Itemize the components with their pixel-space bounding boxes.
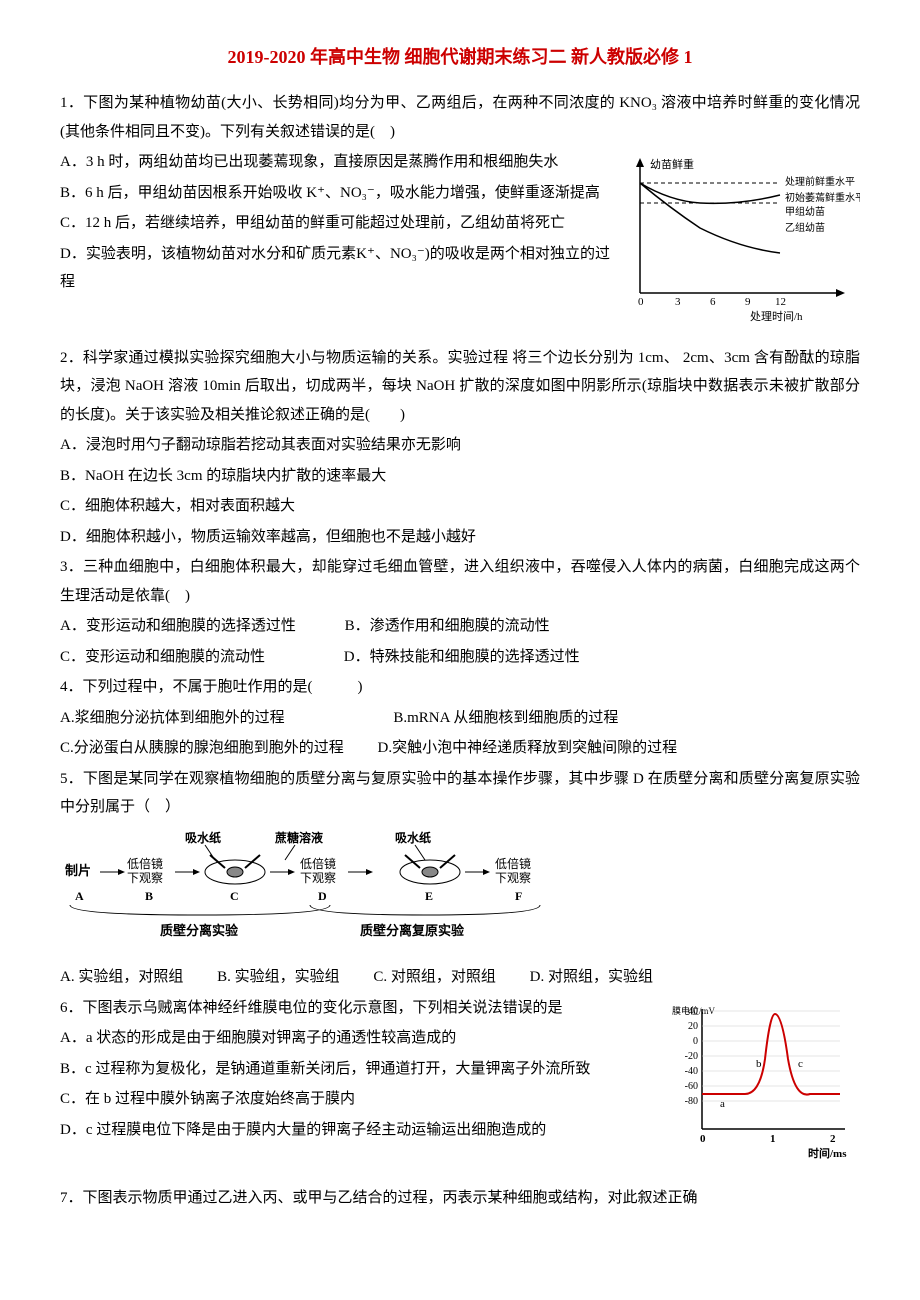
q4-d: D.突触小泡中神经递质释放到突触间隙的过程 xyxy=(378,740,678,756)
svg-text:0: 0 xyxy=(700,1133,706,1145)
content-body: 1．下图为某种植物幼苗(大小、长势相同)均分为甲、乙两组后，在两种不同浓度的 K… xyxy=(60,89,860,1213)
svg-text:B: B xyxy=(145,889,153,903)
svg-text:a: a xyxy=(720,1098,725,1110)
q7-stem: 7．下图表示物质甲通过乙进入丙、或甲与乙结合的过程，丙表示某种细胞或结构，对此叙… xyxy=(60,1184,860,1213)
q4-a: A.浆细胞分泌抗体到细胞外的过程 xyxy=(60,710,285,726)
q5-options: A. 实验组，对照组 B. 实验组，实验组 C. 对照组，对照组 D. 对照组，… xyxy=(60,963,860,992)
q4-cd: C.分泌蛋白从胰腺的腺泡细胞到胞外的过程 D.突触小泡中神经递质释放到突触间隙的… xyxy=(60,734,860,763)
q3-stem: 3．三种血细胞中，白细胞体积最大，却能穿过毛细血管壁，进入组织液中，吞噬侵入人体… xyxy=(60,553,860,610)
q5-c: C. 对照组，对照组 xyxy=(373,969,496,985)
svg-text:低倍镜: 低倍镜 xyxy=(495,856,531,871)
svg-text:质壁分离复原实验: 质壁分离复原实验 xyxy=(360,923,465,938)
chart-x0: 0 xyxy=(638,296,644,308)
svg-text:蔗糖溶液: 蔗糖溶液 xyxy=(274,830,323,845)
chart-x12: 12 xyxy=(775,296,786,308)
svg-text:下观察: 下观察 xyxy=(300,871,336,885)
svg-text:c: c xyxy=(798,1058,803,1070)
chart-x3: 3 xyxy=(675,296,681,308)
svg-text:40: 40 xyxy=(688,1006,698,1017)
q5-stem: 5．下图是某同学在观察植物细胞的质壁分离与复原实验中的基本操作步骤，其中步骤 D… xyxy=(60,765,860,822)
svg-text:D: D xyxy=(318,889,327,903)
q3-d: D．特殊技能和细胞膜的选择透过性 xyxy=(344,649,580,665)
chart-x6: 6 xyxy=(710,296,716,308)
q2-c: C．细胞体积越大，相对表面积越大 xyxy=(60,492,860,521)
svg-text:吸水纸: 吸水纸 xyxy=(185,830,221,845)
q5-b: B. 实验组，实验组 xyxy=(217,969,340,985)
svg-text:0: 0 xyxy=(693,1036,698,1047)
q4-stem: 4．下列过程中，不属于胞吐作用的是( ) xyxy=(60,673,860,702)
page-title: 2019-2020 年高中生物 细胞代谢期末练习二 新人教版必修 1 xyxy=(60,40,860,74)
q1-chart: 幼苗鲜重 处理前鲜重水平 初始萎蔫鲜重水平 甲组幼苗 乙组幼苗 0 3 6 9 … xyxy=(620,153,860,334)
chart-xlabel: 处理时间/h xyxy=(750,310,803,323)
q3-c: C．变形运动和细胞膜的流动性 xyxy=(60,649,265,665)
svg-text:F: F xyxy=(515,889,522,903)
q3-options2: C．变形运动和细胞膜的流动性 D．特殊技能和细胞膜的选择透过性 xyxy=(60,643,860,672)
q2-b: B．NaOH 在边长 3cm 的琼脂块内扩散的速率最大 xyxy=(60,462,860,491)
svg-text:低倍镜: 低倍镜 xyxy=(300,856,336,871)
q3-b: B．渗透作用和细胞膜的流动性 xyxy=(345,618,550,634)
q1-stem: 1．下图为某种植物幼苗(大小、长势相同)均分为甲、乙两组后，在两种不同浓度的 K… xyxy=(60,89,860,146)
q4-b: B.mRNA 从细胞核到细胞质的过程 xyxy=(393,710,618,726)
svg-text:质壁分离实验: 质壁分离实验 xyxy=(160,923,239,938)
q5-a: A. 实验组，对照组 xyxy=(60,969,183,985)
svg-text:A: A xyxy=(75,889,84,903)
q2-a: A．浸泡时用勺子翻动琼脂若挖动其表面对实验结果亦无影响 xyxy=(60,431,860,460)
q4-c: C.分泌蛋白从胰腺的腺泡细胞到胞外的过程 xyxy=(60,740,344,756)
svg-text:制片: 制片 xyxy=(65,863,91,878)
q5-d: D. 对照组，实验组 xyxy=(530,969,653,985)
chart-line1-label: 处理前鲜重水平 xyxy=(785,175,855,188)
svg-text:b: b xyxy=(756,1058,762,1070)
svg-text:-20: -20 xyxy=(685,1051,698,1062)
chart-line2-label: 初始萎蔫鲜重水平 xyxy=(785,191,860,204)
q2-stem: 2．科学家通过模拟实验探究细胞大小与物质运输的关系。实验过程 将三个边长分别为 … xyxy=(60,344,860,430)
svg-text:低倍镜: 低倍镜 xyxy=(127,856,163,871)
q2-d: D．细胞体积越小，物质运输效率越高，但细胞也不是越小越好 xyxy=(60,523,860,552)
svg-text:-80: -80 xyxy=(685,1096,698,1107)
svg-text:E: E xyxy=(425,889,433,903)
chart-line3-label: 甲组幼苗 xyxy=(785,205,825,218)
svg-text:-40: -40 xyxy=(685,1066,698,1077)
chart-ylabel: 幼苗鲜重 xyxy=(650,157,694,171)
q4-ab: A.浆细胞分泌抗体到细胞外的过程 B.mRNA 从细胞核到细胞质的过程 xyxy=(60,704,860,733)
svg-text:时间/ms: 时间/ms xyxy=(808,1146,847,1160)
chart-x9: 9 xyxy=(745,296,751,308)
svg-text:-60: -60 xyxy=(685,1081,698,1092)
q6-chart: 膜电位/mV 40 20 0 -20 -40 -60 -80 a b c 0 1… xyxy=(670,999,860,1175)
svg-text:C: C xyxy=(230,889,239,903)
q3-a: A．变形运动和细胞膜的选择透过性 xyxy=(60,618,296,634)
q3-options: A．变形运动和细胞膜的选择透过性 B．渗透作用和细胞膜的流动性 xyxy=(60,612,860,641)
title-text: 2019-2020 年高中生物 细胞代谢期末练习二 新人教版必修 1 xyxy=(228,47,693,67)
svg-text:下观察: 下观察 xyxy=(127,871,163,885)
svg-text:吸水纸: 吸水纸 xyxy=(395,830,431,845)
svg-text:下观察: 下观察 xyxy=(495,871,531,885)
svg-text:20: 20 xyxy=(688,1021,698,1032)
svg-text:1: 1 xyxy=(770,1133,776,1145)
chart-line4-label: 乙组幼苗 xyxy=(785,221,825,234)
q5-diagram: 吸水纸 蔗糖溶液 吸水纸 制片 低倍镜 下观察 低倍镜 下观察 低倍镜 xyxy=(60,830,620,956)
svg-text:2: 2 xyxy=(830,1133,836,1145)
